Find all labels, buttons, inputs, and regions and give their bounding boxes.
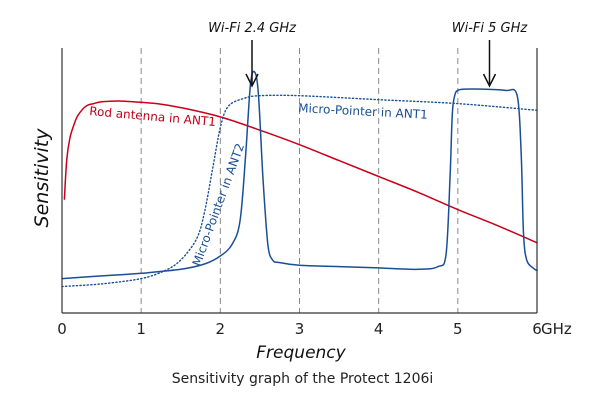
grid-lines <box>140 48 459 313</box>
rod-antenna-ant1-line <box>63 100 538 244</box>
series-labels: Rod antenna in ANT1 Micro-Pointer in ANT… <box>89 101 428 268</box>
series-layer <box>61 70 538 288</box>
label-micro-pointer-ant1: Micro-Pointer in ANT1 <box>298 101 428 122</box>
x-tick-label-3: 3 <box>295 320 305 338</box>
tick-labels: 0 1 2 3 4 5 6 <box>57 320 542 338</box>
x-tick-label-4: 4 <box>374 320 384 338</box>
x-tick-label-1: 1 <box>136 320 146 338</box>
annotation-label-0: Wi-Fi 2.4 GHz <box>208 21 297 36</box>
annotation-label-1: Wi-Fi 5 GHz <box>452 21 529 36</box>
axes <box>61 48 538 314</box>
annotations: Wi-Fi 2.4 GHz Wi-Fi 5 GHz <box>208 21 529 88</box>
micro-pointer-ant2-line <box>61 70 538 280</box>
x-tick-label-5: 5 <box>453 320 463 338</box>
label-micro-pointer-ant2: Micro-Pointer in ANT2 <box>190 141 248 268</box>
x-tick-label-0: 0 <box>57 320 67 338</box>
annotation-arrow-head-0 <box>245 73 259 88</box>
chart-caption: Sensitivity graph of the Protect 1206i <box>171 371 434 387</box>
x-unit-label: GHz <box>541 320 572 338</box>
y-axis-label: Sensitivity <box>31 128 53 228</box>
annotation-arrow-head-1 <box>482 73 497 88</box>
x-tick-label-2: 2 <box>216 320 226 338</box>
x-tick-label-6: 6 <box>532 320 542 338</box>
x-axis-label: Frequency <box>256 343 346 363</box>
label-rod-antenna-ant1: Rod antenna in ANT1 <box>89 104 217 129</box>
micro-pointer-ant1-line <box>61 94 538 288</box>
